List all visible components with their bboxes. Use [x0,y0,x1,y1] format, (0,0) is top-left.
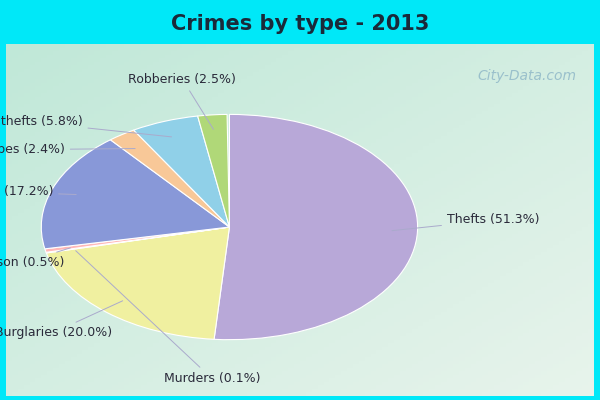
Text: Auto thefts (5.8%): Auto thefts (5.8%) [0,115,172,137]
Wedge shape [46,227,229,339]
Text: Arson (0.5%): Arson (0.5%) [0,248,70,269]
Text: Assaults (17.2%): Assaults (17.2%) [0,185,76,198]
Wedge shape [45,227,229,252]
Wedge shape [110,130,229,227]
Text: Thefts (51.3%): Thefts (51.3%) [392,214,539,231]
Wedge shape [41,140,229,249]
Wedge shape [134,116,229,227]
Wedge shape [46,227,229,253]
Wedge shape [197,114,229,227]
Text: City-Data.com: City-Data.com [478,69,577,83]
Text: Crimes by type - 2013: Crimes by type - 2013 [171,14,429,34]
Text: Rapes (2.4%): Rapes (2.4%) [0,143,135,156]
Text: Robberies (2.5%): Robberies (2.5%) [128,73,236,129]
Text: Murders (0.1%): Murders (0.1%) [76,251,260,385]
Text: Burglaries (20.0%): Burglaries (20.0%) [0,301,122,339]
Wedge shape [214,114,418,340]
